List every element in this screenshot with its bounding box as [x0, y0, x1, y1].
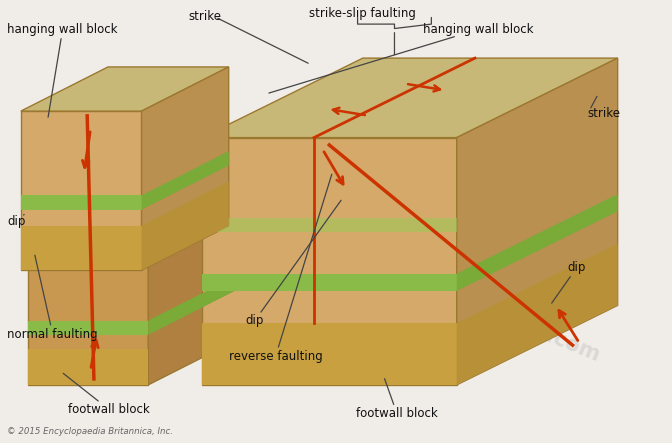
Polygon shape: [142, 67, 228, 270]
Text: normal faulting: normal faulting: [7, 255, 98, 341]
Text: footwall block: footwall block: [63, 373, 149, 416]
Polygon shape: [21, 67, 228, 111]
Polygon shape: [28, 320, 149, 335]
Polygon shape: [142, 181, 228, 270]
Text: hanging wall block: hanging wall block: [7, 23, 118, 117]
Text: strike: strike: [587, 107, 620, 120]
Text: strike-slip faulting: strike-slip faulting: [309, 7, 416, 19]
Polygon shape: [28, 349, 149, 385]
Polygon shape: [202, 218, 457, 232]
Polygon shape: [202, 138, 457, 385]
Text: footwall block: footwall block: [356, 379, 438, 420]
Text: dip: dip: [7, 214, 26, 228]
Polygon shape: [149, 222, 235, 385]
Text: © 2015 Encyclopaedia Britannica, Inc.: © 2015 Encyclopaedia Britannica, Inc.: [7, 427, 173, 435]
Polygon shape: [28, 222, 235, 266]
Polygon shape: [457, 194, 618, 291]
Polygon shape: [202, 274, 457, 291]
Text: hanging wall block: hanging wall block: [269, 23, 534, 93]
Text: dip: dip: [245, 200, 341, 327]
Text: reverse faulting: reverse faulting: [228, 174, 332, 363]
Polygon shape: [457, 58, 618, 385]
Text: dip: dip: [552, 261, 586, 303]
Polygon shape: [142, 151, 228, 210]
Polygon shape: [21, 195, 142, 210]
Polygon shape: [202, 58, 618, 138]
Polygon shape: [21, 111, 142, 270]
Polygon shape: [457, 244, 618, 385]
Polygon shape: [21, 225, 142, 270]
Text: strike: strike: [189, 10, 222, 23]
Polygon shape: [149, 276, 235, 335]
Text: page.aroadtome.com: page.aroadtome.com: [82, 174, 322, 287]
Polygon shape: [202, 323, 457, 385]
Polygon shape: [28, 266, 149, 385]
Text: page.aroadtome.com: page.aroadtome.com: [364, 254, 603, 366]
